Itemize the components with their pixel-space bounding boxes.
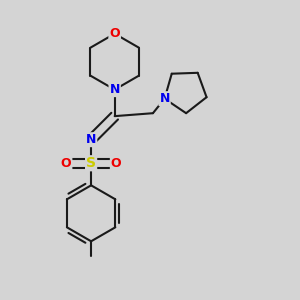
Text: O: O — [61, 157, 71, 170]
Text: S: S — [86, 156, 96, 170]
Text: O: O — [110, 27, 120, 40]
Text: N: N — [86, 133, 96, 146]
Text: N: N — [110, 83, 120, 96]
Text: N: N — [159, 92, 170, 105]
Text: O: O — [111, 157, 122, 170]
